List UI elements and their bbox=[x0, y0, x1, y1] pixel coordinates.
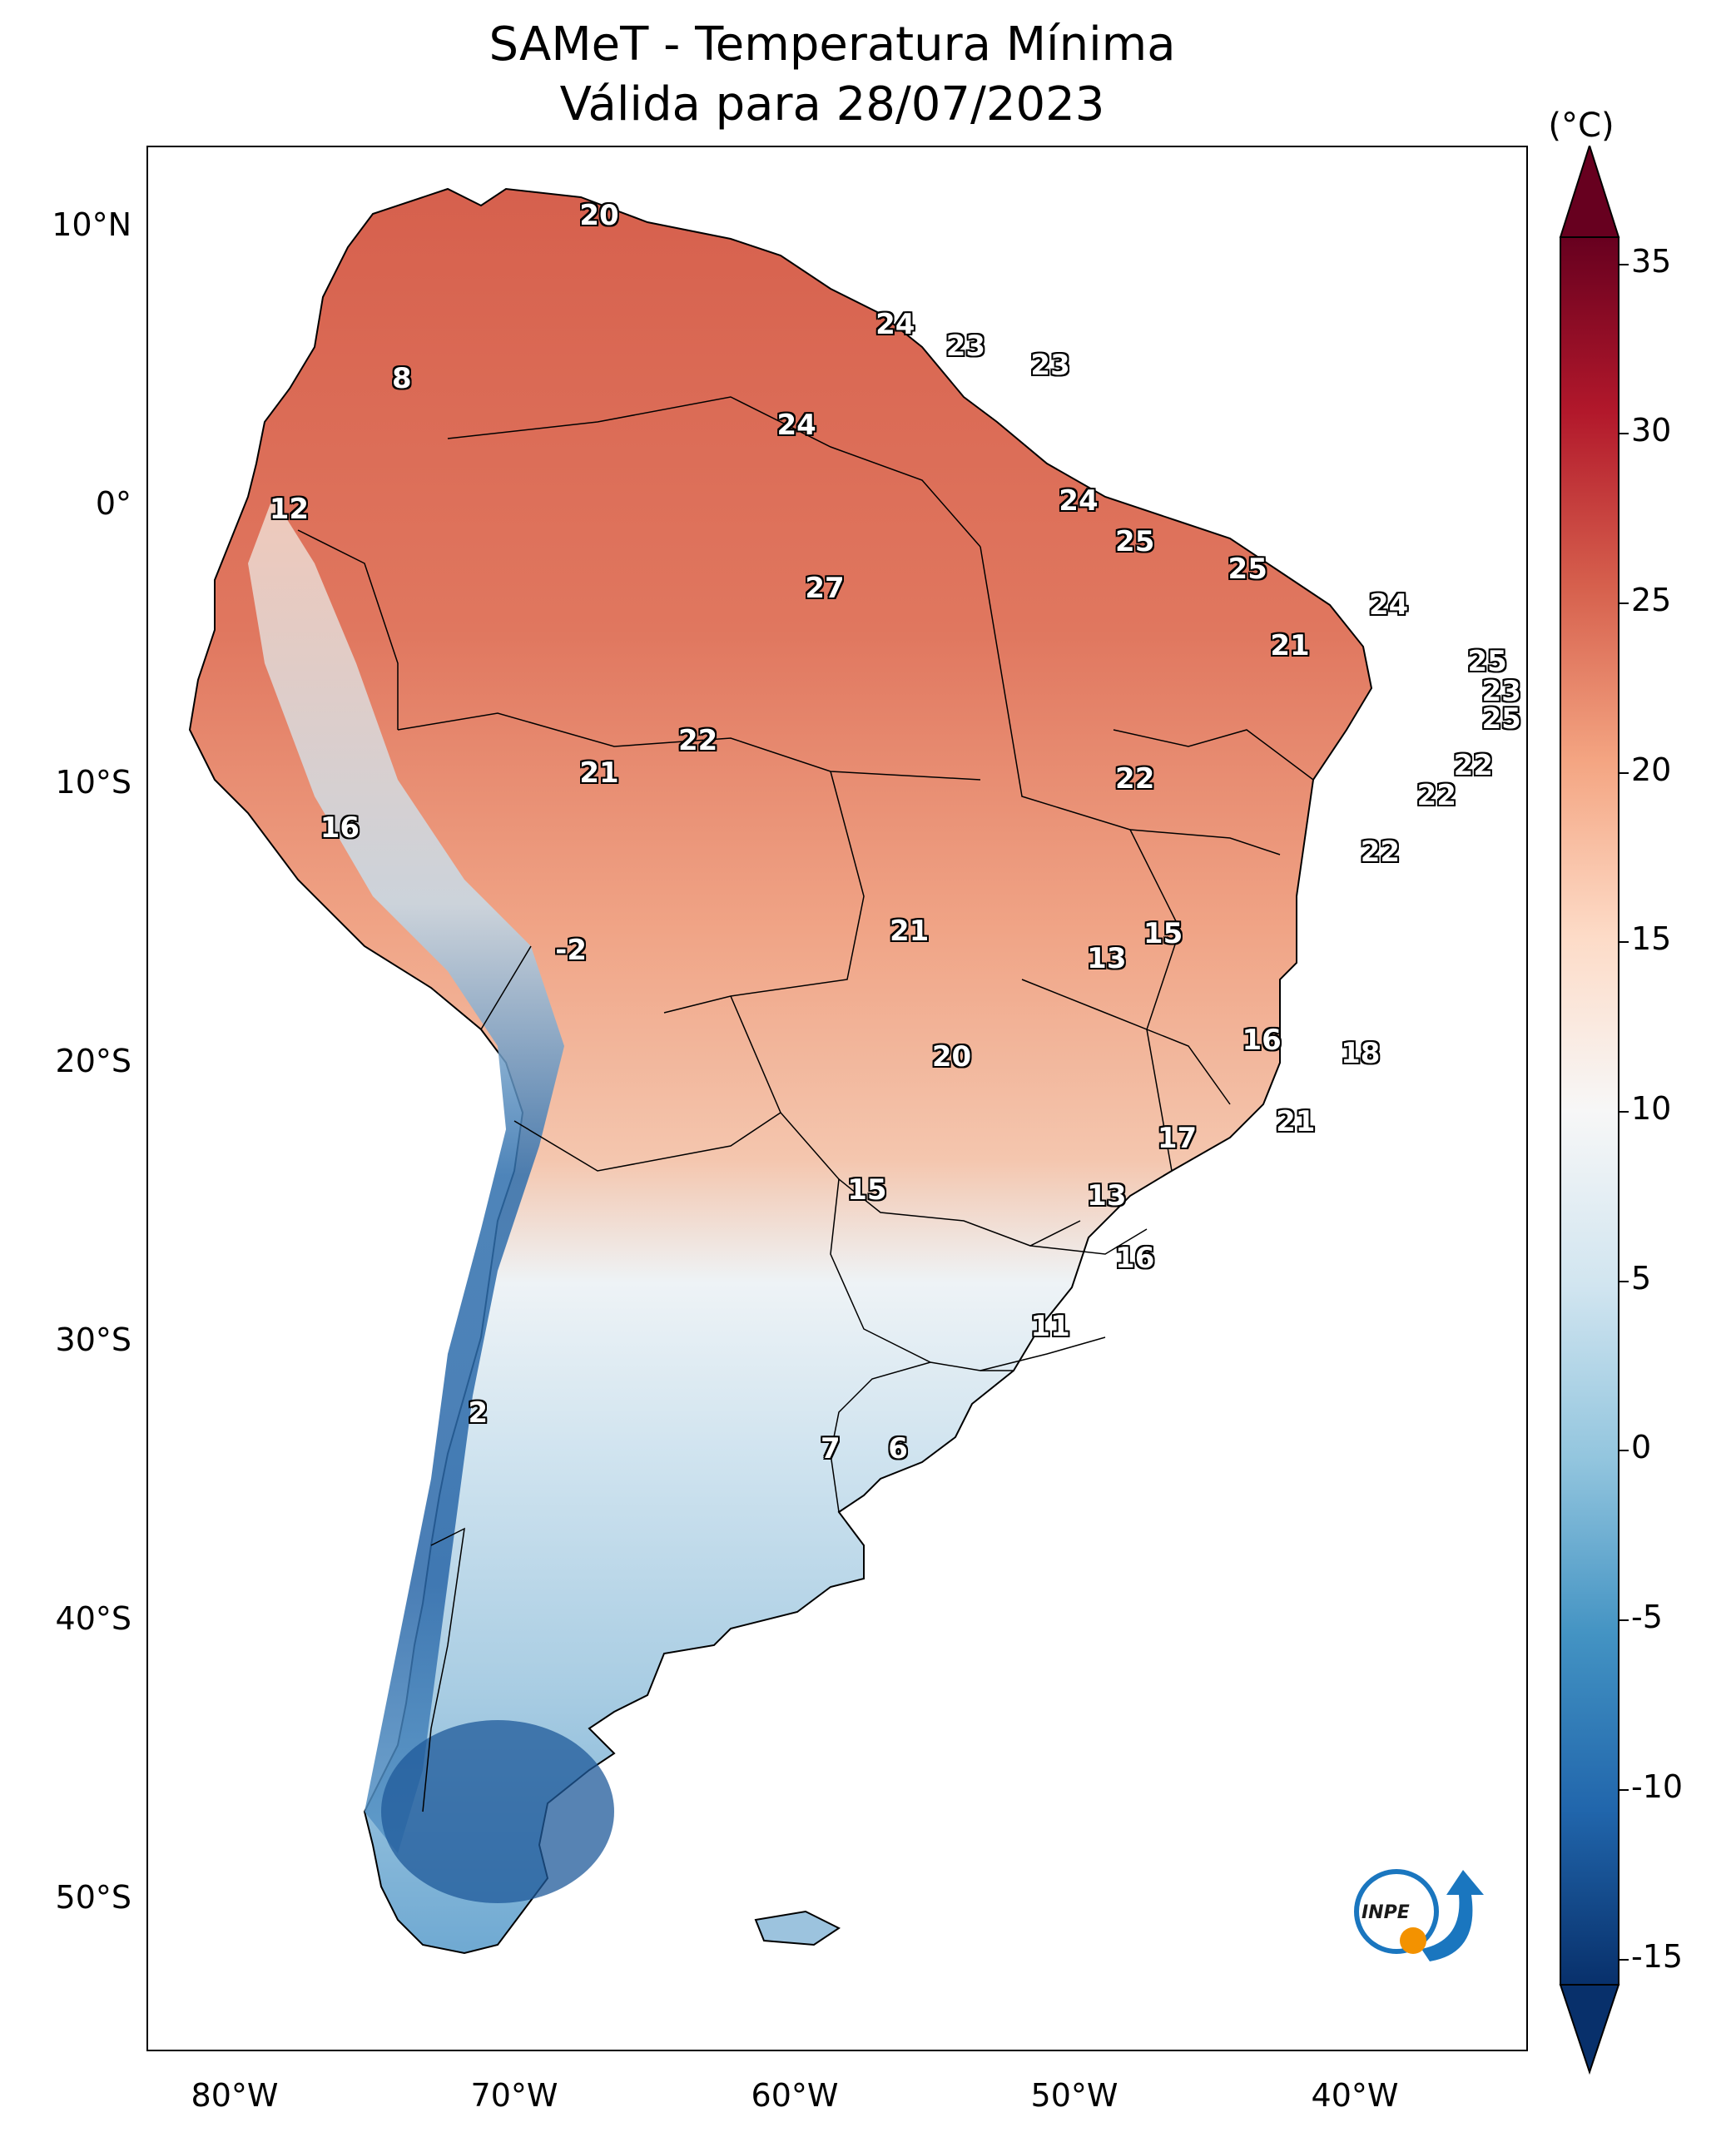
colorbar-tick-label: 5 bbox=[1631, 1259, 1652, 1297]
title-line-1: SAMeT - Temperatura Mínima bbox=[489, 17, 1176, 72]
colorbar-scale bbox=[1560, 236, 1619, 1986]
south-america-landmass bbox=[188, 187, 1373, 1955]
colorbar-tick bbox=[1619, 1111, 1629, 1113]
country-borders bbox=[297, 396, 1314, 1812]
inpe-logo-ring-icon bbox=[1354, 1869, 1439, 1954]
lat-label-0: 0° bbox=[95, 485, 131, 522]
lat-label-10n: 10°N bbox=[52, 206, 131, 243]
inpe-logo: INPE bbox=[1354, 1869, 1484, 1961]
temperature-point-label: 27 bbox=[805, 571, 845, 605]
colorbar-unit: (°C) bbox=[1548, 107, 1614, 145]
temperature-point-label: 24 bbox=[1059, 484, 1099, 518]
temperature-point-label: 25 bbox=[1115, 525, 1155, 559]
temperature-point-label: 22 bbox=[677, 724, 718, 758]
colorbar-tick bbox=[1619, 433, 1629, 435]
colorbar-tick-label: -15 bbox=[1631, 1937, 1684, 1975]
temperature-point-label: 20 bbox=[931, 1039, 972, 1074]
inpe-logo-text: INPE bbox=[1362, 1902, 1410, 1923]
colorbar-tick bbox=[1619, 1958, 1629, 1961]
temperature-point-label: 24 bbox=[1368, 588, 1409, 622]
lon-label-70w: 70°W bbox=[470, 2077, 558, 2114]
map-panel: 20 24 23 23 8 24 12 24 25 25 24 27 21 25 23 25 22 22 21 22 2… bbox=[146, 146, 1528, 2051]
lat-label-40s: 40°S bbox=[55, 1600, 131, 1637]
colorbar-tick bbox=[1619, 941, 1629, 944]
temperature-point-label: 21 bbox=[1270, 628, 1310, 662]
temperature-point-label: 2 bbox=[468, 1396, 489, 1431]
temperature-point-label: 21 bbox=[890, 915, 930, 949]
lon-label-60w: 60°W bbox=[751, 2077, 839, 2114]
colorbar-tick bbox=[1619, 263, 1629, 265]
temperature-point-label: 21 bbox=[579, 756, 619, 791]
colorbar-min-arrow bbox=[1559, 1984, 1620, 2075]
temperature-point-label: 25 bbox=[1228, 553, 1267, 587]
temperature-point-label: 23 bbox=[945, 329, 986, 363]
lat-label-10s: 10°S bbox=[55, 764, 131, 801]
temperature-point-label: 13 bbox=[1087, 941, 1127, 975]
title-line-2: Válida para 28/07/2023 bbox=[559, 77, 1105, 131]
temperature-point-label: 24 bbox=[776, 408, 816, 442]
lon-label-80w: 80°W bbox=[191, 2077, 279, 2114]
colorbar-tick-label: -10 bbox=[1631, 1768, 1684, 1805]
temperature-point-label: 22 bbox=[1453, 748, 1493, 782]
colorbar-max-arrow bbox=[1559, 146, 1620, 238]
temperature-point-label: 6 bbox=[888, 1431, 908, 1465]
colorbar-tick bbox=[1619, 1619, 1629, 1622]
colorbar-tick-label: 25 bbox=[1631, 581, 1672, 618]
map-svg bbox=[188, 187, 1373, 1955]
lat-label-20s: 20°S bbox=[55, 1043, 131, 1079]
temperature-point-label: 23 bbox=[1481, 675, 1521, 709]
lon-label-50w: 50°W bbox=[1030, 2077, 1118, 2114]
temperature-point-label: 22 bbox=[1115, 761, 1155, 796]
temperature-point-label: 11 bbox=[1030, 1309, 1070, 1343]
colorbar-tick-label: 0 bbox=[1631, 1429, 1652, 1466]
colorbar-tick-label: 10 bbox=[1631, 1090, 1672, 1127]
colorbar-tick bbox=[1619, 1280, 1629, 1282]
temperature-point-label: 8 bbox=[392, 362, 412, 396]
colorbar-tick-label: 20 bbox=[1631, 751, 1672, 788]
temperature-point-label: 25 bbox=[1481, 702, 1521, 736]
temperature-point-label: 18 bbox=[1341, 1037, 1381, 1071]
temperature-point-label: 17 bbox=[1157, 1121, 1198, 1155]
temperature-point-label: 21 bbox=[1276, 1105, 1316, 1139]
colorbar-tick bbox=[1619, 602, 1629, 604]
lat-label-50s: 50°S bbox=[55, 1879, 131, 1916]
temperature-point-label: 22 bbox=[1416, 778, 1456, 812]
andes-cold-band bbox=[248, 497, 564, 1853]
colorbar-tick-label: 35 bbox=[1631, 242, 1672, 280]
inpe-logo-dot-icon bbox=[1400, 1927, 1426, 1954]
temperature-point-label: 7 bbox=[820, 1431, 841, 1465]
temperature-point-label: 15 bbox=[847, 1173, 887, 1207]
temperature-point-label: 16 bbox=[1242, 1024, 1282, 1058]
lat-label-30s: 30°S bbox=[55, 1321, 131, 1358]
temperature-point-label: 13 bbox=[1087, 1178, 1127, 1212]
temperature-point-label: 15 bbox=[1143, 917, 1183, 951]
colorbar-tick-label: 15 bbox=[1631, 920, 1672, 958]
temperature-point-label: 16 bbox=[1115, 1241, 1155, 1275]
temperature-point-label: 22 bbox=[1360, 836, 1401, 870]
lon-label-40w: 40°W bbox=[1311, 2077, 1399, 2114]
colorbar-tick bbox=[1619, 771, 1629, 774]
falkland-islands bbox=[754, 1910, 841, 1946]
patagonia-cold-area bbox=[381, 1720, 614, 1903]
temperature-point-label: 23 bbox=[1030, 348, 1070, 382]
colorbar bbox=[1559, 146, 1620, 2075]
temperature-point-label: 25 bbox=[1467, 645, 1507, 679]
temperature-point-label: -2 bbox=[555, 934, 588, 968]
colorbar-tick-label: 30 bbox=[1631, 412, 1672, 449]
colorbar-tick bbox=[1619, 1788, 1629, 1791]
temperature-point-label: 24 bbox=[875, 307, 915, 341]
inpe-logo-arrow-icon bbox=[1421, 1870, 1484, 1961]
temperature-point-label: 16 bbox=[320, 811, 360, 845]
temperature-point-label: 12 bbox=[269, 493, 310, 527]
colorbar-tick bbox=[1619, 1450, 1629, 1452]
colorbar-tick-label: -5 bbox=[1631, 1599, 1663, 1636]
temperature-point-label: 20 bbox=[579, 198, 619, 232]
